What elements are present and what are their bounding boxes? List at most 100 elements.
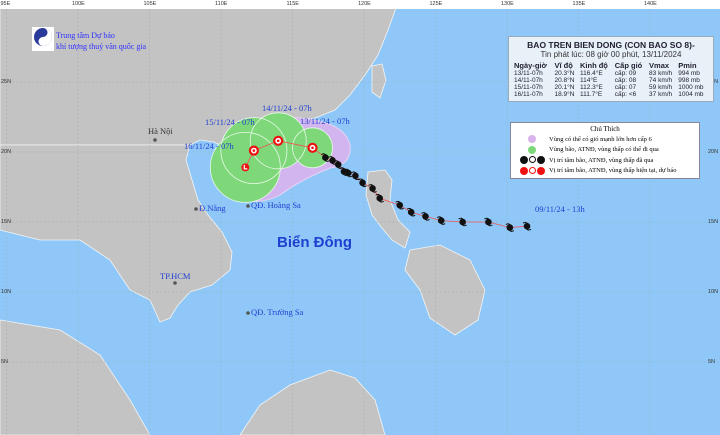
lat-label: 10N bbox=[1, 289, 12, 295]
table-cell: 14/11-07h bbox=[514, 77, 543, 84]
past-track-points bbox=[321, 153, 532, 232]
black-depression-icon bbox=[528, 156, 536, 164]
past-position-icon bbox=[328, 156, 337, 165]
column-header: Vmax bbox=[649, 61, 670, 70]
legend-item-forecast: Vị trí tâm bão, ATNĐ, vùng thấp hiện tại… bbox=[515, 166, 695, 177]
forecast-position-icon bbox=[241, 163, 250, 172]
table-cell: 114°E bbox=[579, 77, 598, 84]
wind-radius-ring bbox=[249, 112, 307, 170]
forecast-position-icon bbox=[248, 145, 259, 156]
taiwan-island bbox=[371, 63, 387, 99]
forecast-track-line bbox=[244, 140, 313, 168]
past-position-icon bbox=[395, 200, 405, 210]
table-cell: 74 km/h bbox=[649, 77, 673, 84]
label-16-11: 16/11/24 - 07h bbox=[184, 141, 234, 151]
past-position-icon bbox=[522, 221, 532, 231]
table-cell: 112.3°E bbox=[579, 84, 603, 91]
past-position-icon bbox=[321, 153, 330, 162]
truongsa-marker bbox=[246, 311, 250, 315]
lat-label: 20N bbox=[1, 149, 12, 155]
column-header: Pmin bbox=[678, 61, 697, 70]
table-cell: 20.8°N bbox=[554, 77, 575, 84]
wind-radius-ring bbox=[209, 131, 281, 203]
table-row: 15/11-07h 20.1°N 112.3°E cấp: 07 59 km/h 1000… bbox=[513, 84, 709, 91]
table-cell: 111.7°E bbox=[579, 91, 603, 98]
table-row: 14/11-07h 20.8°N 114°E cấp: 08 74 km/h 998 mb bbox=[513, 77, 709, 84]
label-hcm: TP.HCM bbox=[160, 271, 191, 281]
table-cell: cấp: <6 bbox=[614, 91, 637, 98]
label-hoangsa: QĐ. Hoàng Sa bbox=[251, 200, 301, 210]
lon-label: 110E bbox=[215, 1, 228, 7]
lon-label: 100E bbox=[72, 1, 85, 7]
column-header: Vĩ độ bbox=[554, 61, 573, 70]
red-depression-icon bbox=[528, 166, 536, 174]
table-cell: 998 mb bbox=[678, 77, 700, 84]
table-cell: 20.1°N bbox=[554, 84, 575, 91]
hanoi-marker bbox=[153, 138, 157, 142]
table-cell: 20.3°N bbox=[554, 70, 575, 77]
black-storm-icon bbox=[519, 156, 528, 165]
past-position-icon bbox=[458, 217, 467, 227]
axis-band bbox=[0, 0, 720, 9]
table-cell: 37 km/h bbox=[649, 91, 673, 98]
table-cell: 1000 mb bbox=[678, 84, 704, 91]
purple-dot-icon bbox=[528, 135, 536, 144]
lon-label: 115E bbox=[286, 1, 299, 7]
forecast-position-icon bbox=[307, 142, 318, 153]
legend-title: Chú Thích bbox=[590, 125, 620, 133]
forecast-track-points bbox=[241, 135, 318, 172]
table-cell: 1004 mb bbox=[678, 91, 704, 98]
table-cell: cấp: 09 bbox=[614, 70, 637, 77]
graticule bbox=[0, 9, 720, 435]
red-low-icon bbox=[536, 166, 545, 175]
lat-label: 5N bbox=[708, 359, 716, 365]
past-position-icon bbox=[375, 193, 385, 203]
lon-label: 135E bbox=[572, 1, 586, 7]
lon-label: 125E bbox=[429, 1, 443, 7]
legend-text: Vị trí tâm bão, ATNĐ, vùng thấp hiện tại… bbox=[549, 167, 677, 175]
label-bien-dong: Biển Đông bbox=[277, 234, 352, 251]
luzon-island bbox=[365, 169, 411, 249]
malay-peninsula bbox=[0, 319, 151, 435]
past-position-icon bbox=[406, 207, 416, 217]
wind-radius-ring bbox=[292, 127, 333, 169]
table-cell: 83 km/h bbox=[649, 70, 673, 77]
lat-label: 15N bbox=[1, 219, 12, 225]
label-13-11: 13/11/24 - 07h bbox=[300, 116, 350, 126]
legend-text: Vùng bão, ATNĐ, vùng thấp có thể đi qua bbox=[549, 146, 659, 154]
hoangsa-marker bbox=[246, 204, 250, 208]
label-danang: Đ.Nẵng bbox=[199, 203, 226, 213]
past-position-icon bbox=[505, 223, 515, 232]
column-header: Kinh độ bbox=[579, 61, 608, 70]
table-cell: 59 km/h bbox=[649, 84, 673, 91]
lat-label: 5N bbox=[1, 359, 9, 365]
forecast-table: Ngày-giờ Vĩ độ Kinh độ Cấp gió Vmax Pmin 13/1… bbox=[513, 61, 709, 98]
lon-label: 120E bbox=[358, 1, 371, 7]
bulletin-title: BAO TREN BIEN DONG (CON BAO SO 8)- bbox=[527, 40, 695, 50]
lon-label: 130E bbox=[501, 1, 514, 7]
org-line-2: khí tượng thuỷ văn quốc gia bbox=[56, 42, 147, 51]
label-truongsa: QĐ. Trường Sa bbox=[251, 307, 304, 317]
column-header: Ngày-giờ bbox=[514, 61, 547, 70]
legend-item-past: Vị trí tâm bão, ATNĐ, vùng thấp đã qua bbox=[515, 155, 695, 166]
past-position-icon bbox=[421, 212, 430, 221]
hcm-marker bbox=[173, 281, 177, 285]
past-position-icon bbox=[351, 171, 360, 181]
green-dot-icon bbox=[528, 145, 536, 154]
past-position-icon bbox=[368, 184, 377, 193]
label-15-11: 15/11/24 - 07h bbox=[205, 117, 255, 127]
table-cell: cấp: 07 bbox=[614, 84, 637, 91]
past-position-icon bbox=[339, 167, 349, 176]
legend-item-path-zone: Vùng bão, ATNĐ, vùng thấp có thể đi qua bbox=[515, 145, 695, 156]
lat-label: 25N bbox=[1, 79, 12, 85]
org-line-1: Trung tâm Dự báo bbox=[56, 31, 115, 40]
label-14-11: 14/11/24 - 07h bbox=[262, 103, 312, 113]
danang-marker bbox=[194, 207, 198, 211]
table-cell: cấp: 08 bbox=[614, 77, 637, 84]
past-position-icon bbox=[484, 217, 493, 227]
table-row: 13/11-07h 20.3°N 116.4°E cấp: 09 83 km/h 994 … bbox=[513, 70, 709, 77]
red-storm-icon bbox=[519, 166, 528, 175]
table-row: 16/11-07h 18.9°N 111.7°E cấp: <6 37 km/h 1004… bbox=[513, 91, 709, 98]
table-cell: 15/11-07h bbox=[514, 84, 543, 91]
